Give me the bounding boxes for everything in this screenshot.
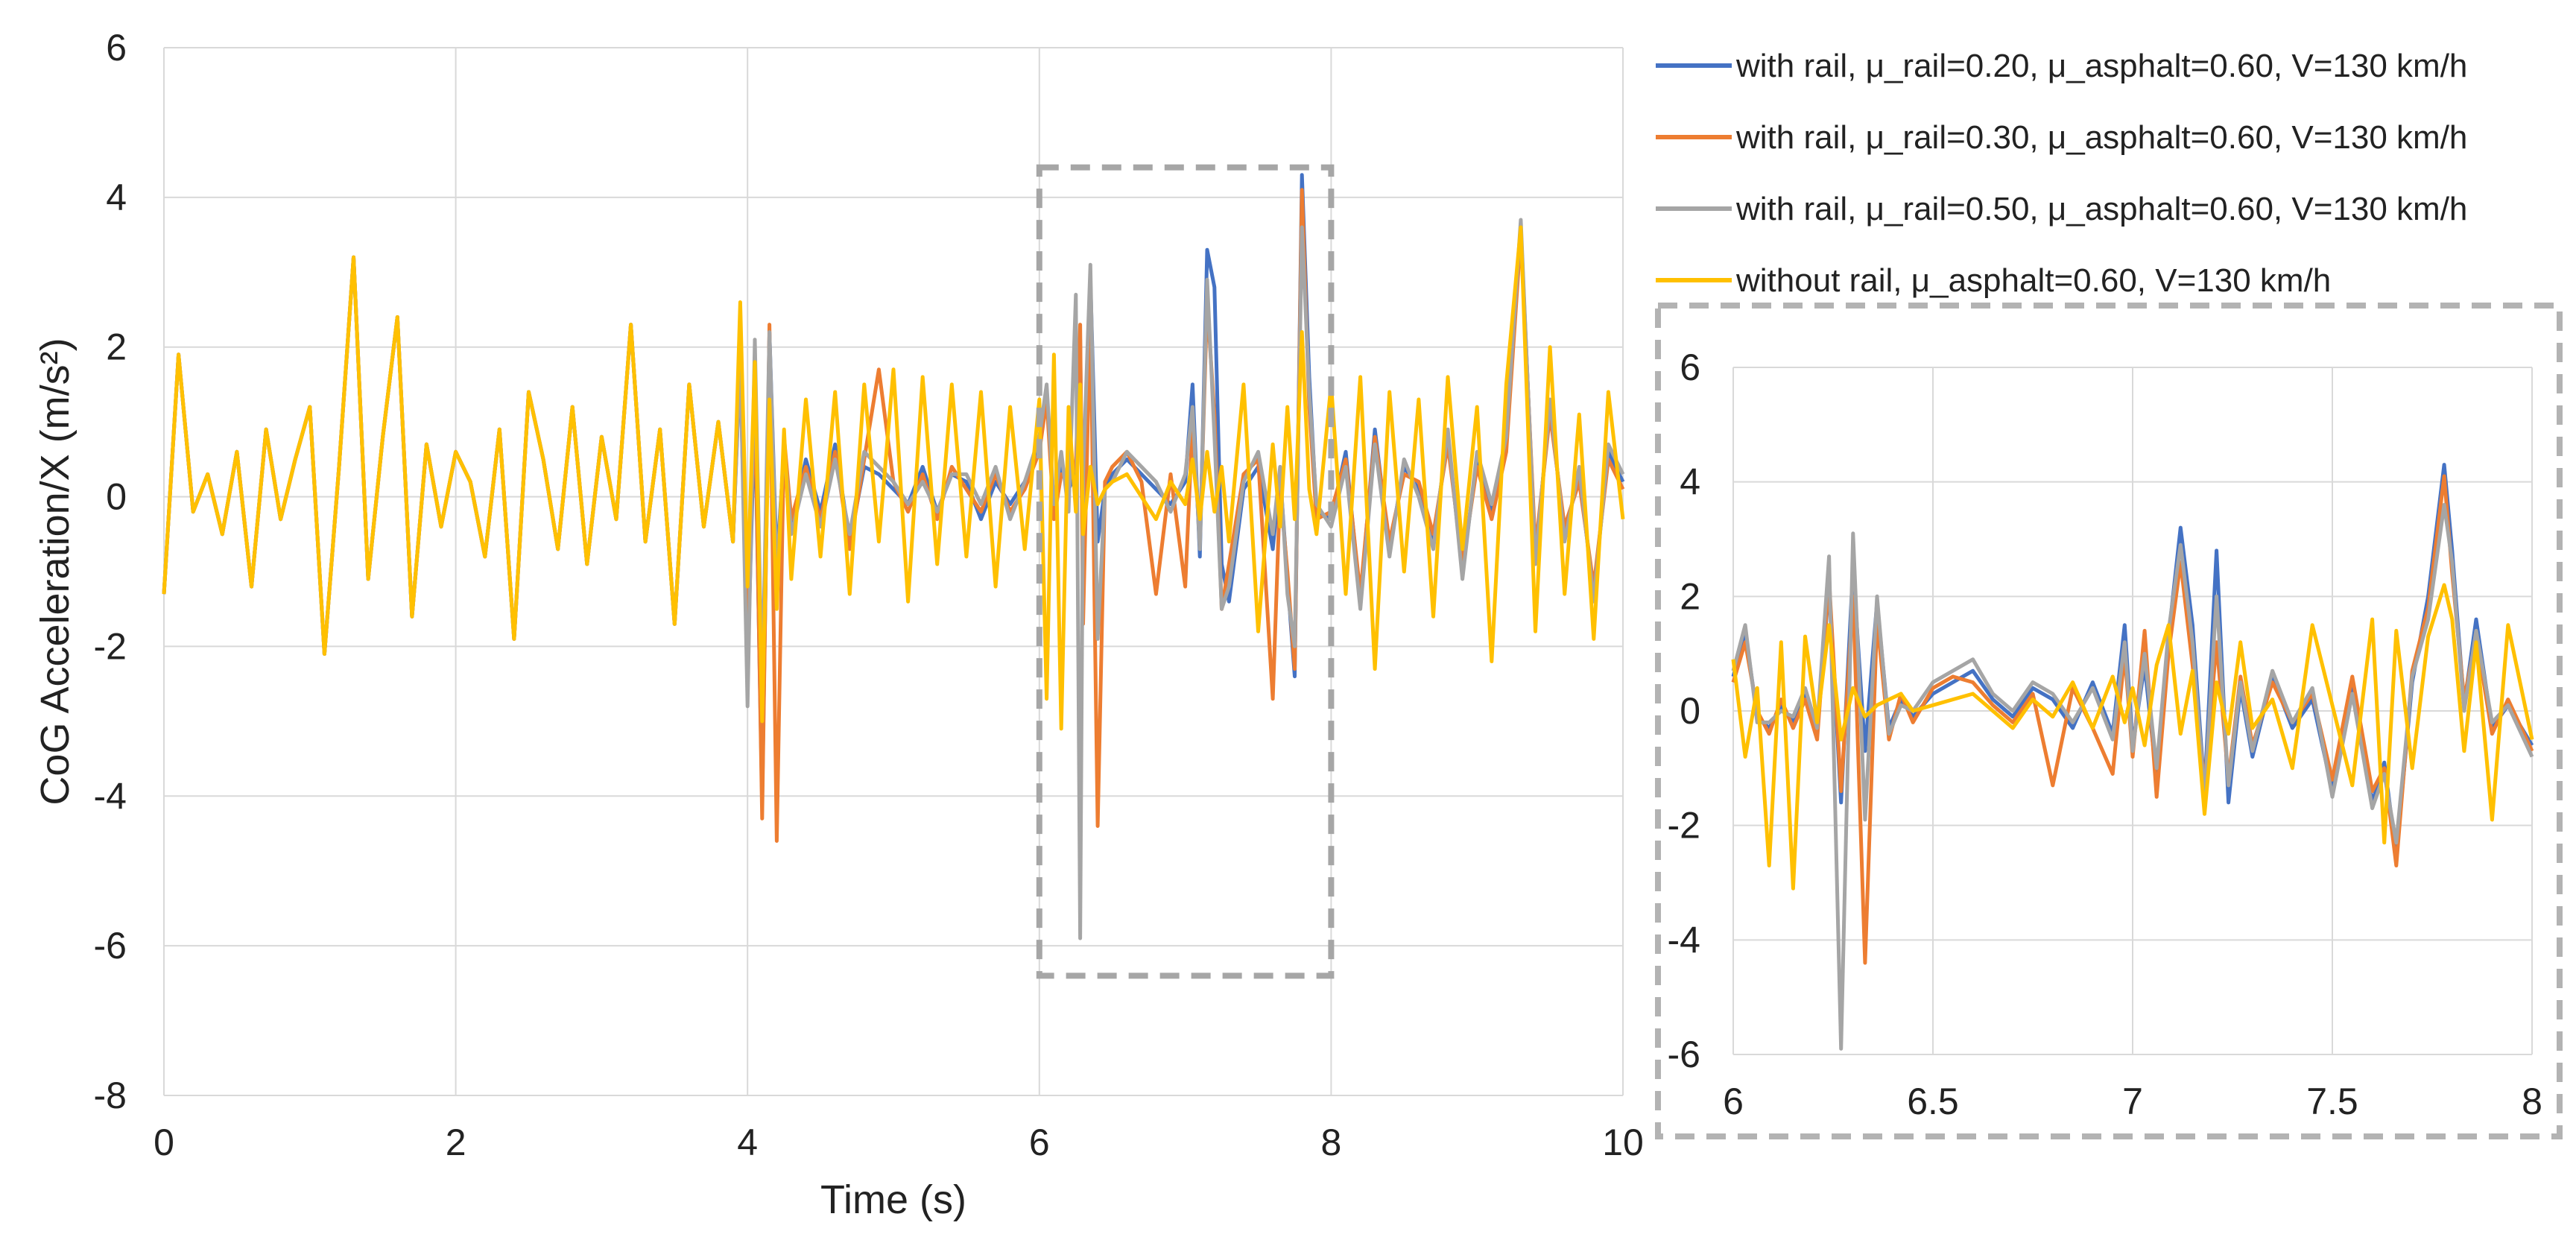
y-tick-label: 2 — [1680, 575, 1700, 617]
y-axis-title: CoG Acceleration/X (m/s²) — [33, 338, 77, 805]
y-tick-label: 0 — [1680, 690, 1700, 732]
series-line — [162, 188, 1625, 843]
x-tick-label: 6 — [1723, 1081, 1744, 1122]
series-line — [1731, 583, 2534, 891]
series-line — [162, 173, 1625, 806]
y-tick-label: 4 — [1680, 461, 1700, 503]
inset-chart: -6 -4 -2 0 2 4 6 6 6.5 7 7.5 8 — [1655, 303, 2563, 1139]
legend-label: with rail, μ_rail=0.50, μ_asphalt=0.60, … — [1735, 191, 2467, 227]
x-tick-label: 7.5 — [2306, 1081, 2358, 1122]
legend: with rail, μ_rail=0.20, μ_asphalt=0.60, … — [1656, 48, 2467, 299]
x-tick-label: 4 — [737, 1122, 758, 1163]
zoom-region-box — [1036, 164, 1335, 979]
legend-label: with rail, μ_rail=0.20, μ_asphalt=0.60, … — [1735, 48, 2467, 84]
main-chart: -8 -6 -4 -2 0 2 4 6 0 2 4 6 8 10 Time (s) CoG Accelerat… — [33, 27, 1644, 1222]
series-line — [162, 225, 1625, 731]
x-tick-label: 6 — [1029, 1122, 1050, 1163]
y-tick-label: -6 — [1668, 1034, 1700, 1075]
y-tick-label: -2 — [94, 625, 127, 667]
y-tick-label: 0 — [106, 476, 127, 518]
legend-label: with rail, μ_rail=0.30, μ_asphalt=0.60, … — [1735, 119, 2467, 156]
legend-label: without rail, μ_asphalt=0.60, V=130 km/h — [1735, 262, 2331, 299]
y-tick-label: -8 — [94, 1075, 127, 1116]
series-line — [162, 218, 1625, 940]
y-tick-label: 4 — [106, 177, 127, 218]
y-tick-label: 2 — [106, 326, 127, 368]
y-tick-label: 6 — [106, 27, 127, 69]
x-axis-title: Time (s) — [820, 1177, 966, 1222]
y-tick-label: 6 — [1680, 347, 1700, 388]
x-tick-label: 7 — [2122, 1081, 2143, 1122]
x-tick-label: 8 — [2522, 1081, 2542, 1122]
x-tick-label: 0 — [154, 1122, 174, 1163]
x-tick-label: 10 — [1602, 1122, 1644, 1163]
series-line — [1731, 502, 2534, 1051]
x-tick-label: 8 — [1320, 1122, 1341, 1163]
y-tick-label: -4 — [94, 775, 127, 817]
y-tick-label: -6 — [94, 925, 127, 967]
y-tick-label: -4 — [1668, 919, 1700, 961]
y-tick-label: -2 — [1668, 805, 1700, 847]
series-line — [1731, 474, 2534, 965]
x-tick-label: 2 — [446, 1122, 466, 1163]
x-tick-label: 6.5 — [1907, 1081, 1959, 1122]
